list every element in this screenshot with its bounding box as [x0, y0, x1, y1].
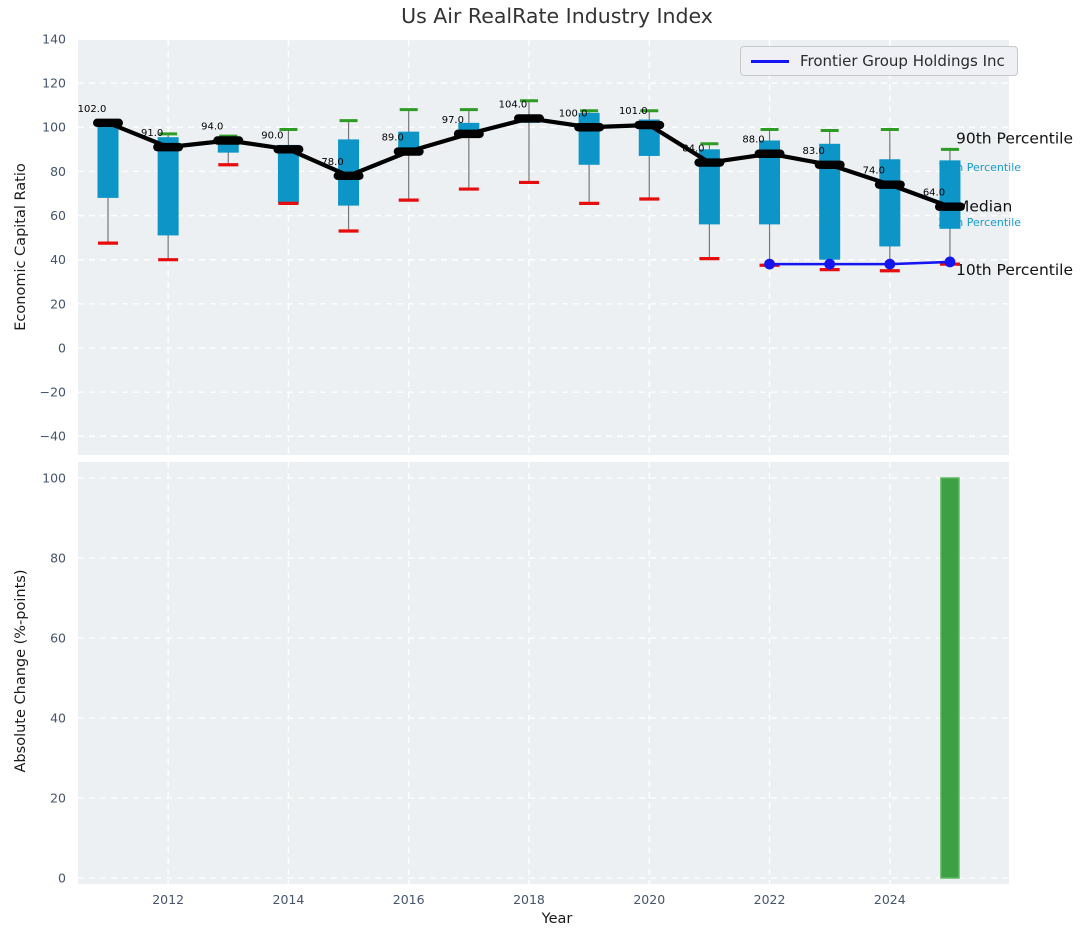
svg-text:64.0: 64.0: [923, 188, 945, 199]
svg-text:20: 20: [50, 790, 66, 805]
annotation-label: 10th Percentile: [956, 261, 1073, 279]
svg-text:104.0: 104.0: [499, 99, 528, 110]
svg-text:97.0: 97.0: [442, 115, 464, 126]
svg-text:2022: 2022: [754, 892, 786, 907]
y-axis-label-bottom: Absolute Change (%-points): [13, 569, 29, 773]
svg-text:2024: 2024: [874, 892, 906, 907]
annotation-label: 90th Percentile: [956, 129, 1073, 147]
svg-text:2016: 2016: [393, 892, 425, 907]
y-axis-label-top: Economic Capital Ratio: [13, 163, 29, 331]
svg-text:91.0: 91.0: [141, 128, 163, 139]
svg-text:40: 40: [50, 252, 66, 267]
company-line: [764, 256, 956, 270]
top-panel: [78, 40, 1009, 455]
svg-text:20: 20: [50, 296, 66, 311]
svg-text:80: 80: [50, 550, 66, 565]
svg-text:0: 0: [58, 870, 66, 885]
svg-text:89.0: 89.0: [382, 133, 404, 144]
svg-text:80: 80: [50, 164, 66, 179]
svg-text:−20: −20: [40, 385, 66, 400]
annotation-label: Median: [956, 198, 1012, 216]
median-line: [93, 114, 965, 211]
legend-label: Frontier Group Holdings Inc: [800, 52, 1005, 70]
svg-text:2020: 2020: [633, 892, 665, 907]
svg-text:78.0: 78.0: [321, 157, 343, 168]
svg-text:101.0: 101.0: [619, 106, 648, 117]
svg-text:94.0: 94.0: [201, 121, 223, 132]
svg-text:83.0: 83.0: [803, 146, 825, 157]
svg-text:−40: −40: [40, 429, 66, 444]
svg-text:2018: 2018: [513, 892, 545, 907]
svg-text:100.0: 100.0: [559, 108, 588, 119]
svg-text:100: 100: [42, 120, 66, 135]
svg-text:74.0: 74.0: [863, 166, 885, 177]
svg-text:102.0: 102.0: [78, 104, 107, 115]
svg-text:60: 60: [50, 630, 66, 645]
svg-text:90.0: 90.0: [261, 130, 283, 141]
svg-text:2012: 2012: [152, 892, 184, 907]
bottom-panel: [78, 462, 1009, 884]
tick-labels: 140 120 100 80 60 40 20 0 −20 −40 100 80 60 40 20 0 2012…: [40, 31, 906, 907]
svg-text:140: 140: [42, 31, 66, 46]
x-axis-label: Year: [541, 911, 573, 927]
change-bars: [940, 477, 960, 879]
legend-line-sample: [751, 59, 789, 63]
svg-text:88.0: 88.0: [742, 135, 764, 146]
svg-text:60: 60: [50, 208, 66, 223]
svg-text:100: 100: [42, 470, 66, 485]
svg-text:40: 40: [50, 710, 66, 725]
svg-text:0: 0: [58, 340, 66, 355]
chart-title: Us Air RealRate Industry Index: [401, 4, 713, 28]
svg-text:120: 120: [42, 76, 66, 91]
median-value-labels: 102.0 91.0 94.0 90.0 78.0 89.0 97.0 104.0 100.0 1…: [78, 99, 945, 198]
legend: Frontier Group Holdings Inc: [740, 46, 1018, 76]
svg-text:84.0: 84.0: [682, 144, 704, 155]
svg-text:2014: 2014: [273, 892, 305, 907]
